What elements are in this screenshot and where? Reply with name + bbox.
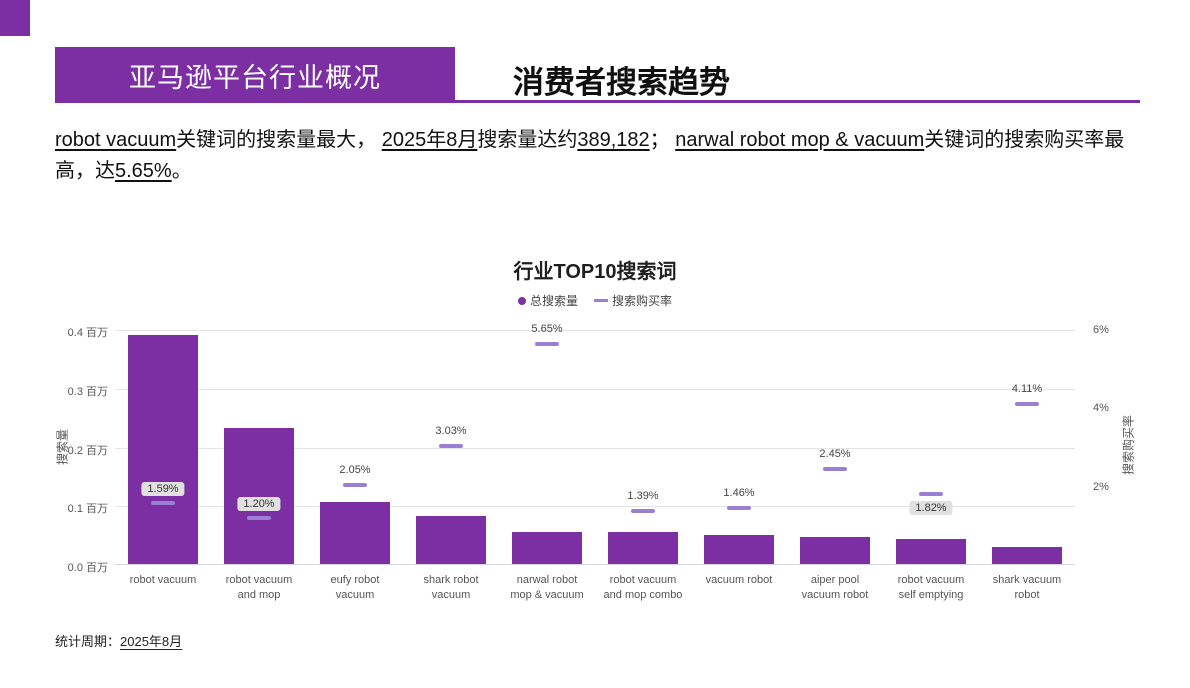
summary-segment-4: 389,182 <box>577 129 650 151</box>
rate-label-5: 1.39% <box>627 489 659 502</box>
category-label-9: shark vacuum robot <box>992 574 1062 601</box>
left-tick-4: 0.0 百万 <box>67 562 108 574</box>
summary-segment-3: 搜索量达约 <box>477 129 578 151</box>
rate-marker-2 <box>343 482 367 487</box>
category-label-5: robot vacuum and mop combo <box>603 574 683 601</box>
gridline-0 <box>115 330 1075 331</box>
chart-title: 行业TOP10搜索词 <box>513 261 677 283</box>
bar-robot-vacuum-and-mop-combo <box>608 532 678 564</box>
right-tick-2: 2% <box>1093 480 1109 493</box>
summary-segment-1: 关键词的搜索量最大， <box>176 129 382 151</box>
bar-aiper-pool-vacuum-robot <box>800 536 870 564</box>
header-divider <box>55 100 1140 103</box>
footer-period: 2025年8月 <box>120 634 183 649</box>
category-label-6: vacuum robot <box>705 574 773 586</box>
left-tick-2: 0.2 百万 <box>67 444 108 457</box>
summary-segment-9: 。 <box>171 160 192 182</box>
rate-label-8: 1.82% <box>909 500 953 515</box>
plot-area: 1.59% 1.20% 2.05% 3.03% 5.65% 1.39% 1.46% 2.45%… <box>115 323 1075 565</box>
footer-label: 统计周期： <box>55 634 121 649</box>
legend-item-0: 总搜索量 <box>517 292 578 309</box>
category-label-8: robot vacuum self emptying <box>897 574 965 601</box>
left-tick-3: 0.1 百万 <box>67 503 108 516</box>
rate-marker-5 <box>631 508 655 513</box>
summary-segment-6: narwal robot mop & vacuum <box>675 129 925 151</box>
bar-robot-vacuum-and-mop <box>224 427 294 564</box>
left-tick-1: 0.3 百万 <box>67 385 108 398</box>
corner-accent <box>0 0 30 36</box>
bar-shark-robot-vacuum <box>416 516 486 564</box>
rate-marker-4 <box>535 341 559 346</box>
bar-shark-vacuum-robot <box>992 546 1062 564</box>
summary-segment-8: 5.65% <box>115 160 172 182</box>
rate-label-0: 1.59% <box>141 481 185 496</box>
section-badge-label: 亚马逊平台行业概况 <box>129 62 381 93</box>
rate-label-2: 2.05% <box>339 463 371 476</box>
bar-robot-vacuum <box>128 335 198 564</box>
legend-label: 总搜索量 <box>529 294 578 308</box>
category-label-0: robot vacuum <box>129 574 197 586</box>
rate-marker-0 <box>151 500 175 505</box>
legend-item-1: 搜索购买率 <box>594 292 672 309</box>
right-axis-ticks: 6% 4% 2% <box>1093 324 1143 565</box>
summary-text: robot vacuum关键词的搜索量最大， 2025年8月搜索量达约389,1… <box>55 125 1155 187</box>
legend-label: 搜索购买率 <box>612 294 673 308</box>
bar-narwal-robot-mop-vacuum <box>512 532 582 564</box>
legend-dot-icon <box>517 296 526 305</box>
gridline-2 <box>115 447 1075 449</box>
rate-marker-8 <box>919 491 943 496</box>
rate-marker-6 <box>727 505 751 510</box>
left-axis-ticks: 0.4 百万 0.3 百万 0.2 百万 0.1 百万 0.0 百万 <box>38 327 108 574</box>
gridline-1 <box>115 388 1075 390</box>
rate-label-3: 3.03% <box>435 425 467 438</box>
left-tick-0: 0.4 百万 <box>67 327 108 339</box>
category-label-7: aiper pool vacuum robot <box>801 574 869 601</box>
summary-segment-5: ； <box>649 129 676 151</box>
rate-label-6: 1.46% <box>723 486 755 499</box>
category-label-4: narwal robot mop & vacuum <box>510 574 584 601</box>
rate-marker-7 <box>823 467 847 472</box>
category-label-1: robot vacuum and mop <box>225 574 293 601</box>
page-title: 消费者搜索趋势 <box>513 65 730 100</box>
gridline-3 <box>115 506 1075 508</box>
rate-label-9: 4.11% <box>1011 383 1043 396</box>
bar-robot-vacuum-self-emptying <box>896 538 966 564</box>
category-axis: robot vacuum robot vacuum and mop eufy rob… <box>115 573 1075 603</box>
bar-eufy-robot-vacuum <box>320 502 390 564</box>
x-axis-line <box>115 564 1075 565</box>
section-badge: 亚马逊平台行业概况 <box>55 47 455 103</box>
chart-legend: 总搜索量 搜索购买率 <box>0 292 1190 309</box>
rate-marker-1 <box>247 516 271 520</box>
rate-label-1: 1.20% <box>237 497 281 511</box>
right-tick-1: 4% <box>1093 402 1109 415</box>
footer: 统计周期：2025年8月 <box>55 631 182 650</box>
rate-label-7: 2.45% <box>819 448 851 461</box>
rate-marker-3 <box>439 444 463 449</box>
rate-marker-9 <box>1015 402 1039 407</box>
summary-segment-0: robot vacuum <box>55 129 177 151</box>
category-label-2: eufy robot vacuum <box>330 574 380 601</box>
legend-dash-icon <box>594 299 608 302</box>
bar-vacuum-robot <box>704 535 774 564</box>
summary-segment-7: 关键词的搜索购买率最高，达 <box>55 129 1125 182</box>
category-label-3: shark robot vacuum <box>423 574 479 601</box>
right-tick-0: 6% <box>1093 324 1109 336</box>
summary-segment-2: 2025年8月 <box>381 129 478 151</box>
rate-label-4: 5.65% <box>531 322 563 335</box>
